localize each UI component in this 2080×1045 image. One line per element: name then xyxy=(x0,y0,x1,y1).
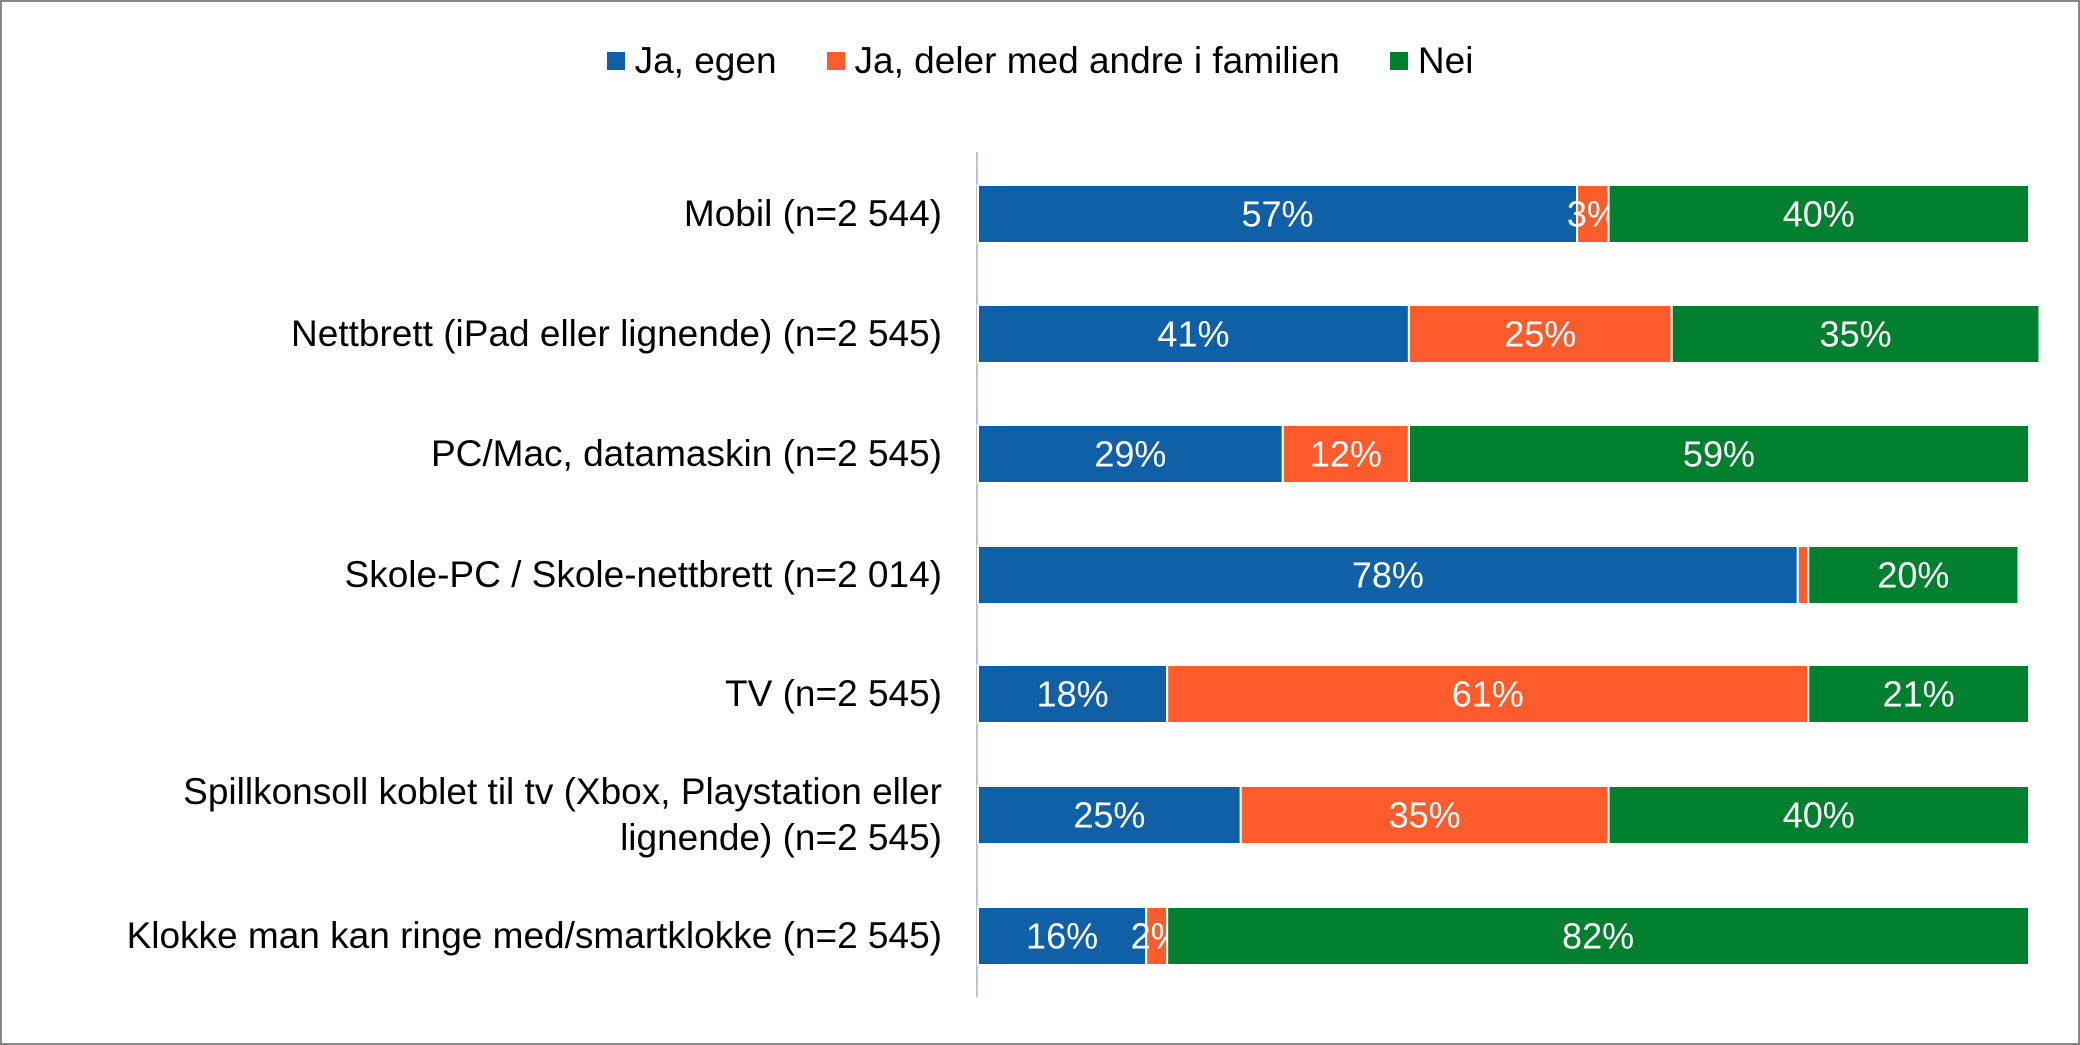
data-label: 61% xyxy=(1452,674,1524,715)
legend: Ja, egen Ja, deler med andre i familien Ne… xyxy=(2,40,2078,82)
legend-label: Nei xyxy=(1417,40,1474,81)
bar-segment xyxy=(977,664,1169,724)
data-label: 16% xyxy=(1026,916,1098,957)
legend-label: Ja, egen xyxy=(634,40,777,81)
bar-segment xyxy=(977,184,1579,244)
category-label: Skole-PC / Skole-nettbrett (n=2 014) xyxy=(344,554,942,595)
bar-segment xyxy=(1807,664,2031,724)
bar-segment xyxy=(977,304,1410,364)
legend-swatch xyxy=(1389,52,1408,70)
legend-item: Ja, deler med andre i familien xyxy=(826,40,1340,82)
legend-swatch xyxy=(826,52,845,70)
category-label: Nettbrett (iPad eller lignende) (n=2 545… xyxy=(291,313,942,354)
bar-segment xyxy=(1607,184,2030,244)
category-label: Spillkonsoll koblet til tv (Xbox, Playst… xyxy=(183,771,942,858)
data-label: 21% xyxy=(1883,674,1955,715)
data-label: 12% xyxy=(1310,434,1382,475)
data-label: 20% xyxy=(1877,555,1949,596)
data-label: 82% xyxy=(1562,916,1634,957)
data-label: 59% xyxy=(1683,434,1755,475)
data-label: 29% xyxy=(1094,434,1166,475)
data-label: 35% xyxy=(1389,795,1461,836)
data-label: 35% xyxy=(1820,314,1892,355)
bar-segment xyxy=(1807,545,2020,605)
category-label: Mobil (n=2 544) xyxy=(683,193,942,234)
bar-segment xyxy=(1796,545,1810,605)
bar-segment xyxy=(1281,424,1410,484)
category-label: PC/Mac, datamaskin (n=2 545) xyxy=(430,433,942,474)
legend-swatch xyxy=(606,52,625,70)
legend-item: Nei xyxy=(1389,40,1474,82)
data-label: 40% xyxy=(1783,795,1855,836)
bar-segment xyxy=(1607,785,2030,845)
data-label: 78% xyxy=(1352,555,1424,596)
legend-item: Ja, egen xyxy=(606,40,777,82)
bar-segment xyxy=(1670,304,2041,364)
bar-segment xyxy=(1239,785,1610,845)
data-label: 18% xyxy=(1037,674,1109,715)
data-label: 25% xyxy=(1504,314,1576,355)
data-label: 41% xyxy=(1157,314,1229,355)
bar-segment xyxy=(977,785,1242,845)
bar-segment xyxy=(1166,664,1810,724)
data-label: 57% xyxy=(1242,194,1314,235)
bar-segment xyxy=(977,906,1148,966)
bar-segment xyxy=(1407,424,2031,484)
legend-label: Ja, deler med andre i familien xyxy=(854,40,1340,81)
data-label: 25% xyxy=(1073,795,1145,836)
bar-segment xyxy=(977,545,1799,605)
data-label: 40% xyxy=(1783,194,1855,235)
category-label: TV (n=2 545) xyxy=(725,673,942,714)
category-label: Klokke man kan ringe med/smartklokke (n=… xyxy=(126,915,942,956)
bar-segment xyxy=(1166,906,2031,966)
